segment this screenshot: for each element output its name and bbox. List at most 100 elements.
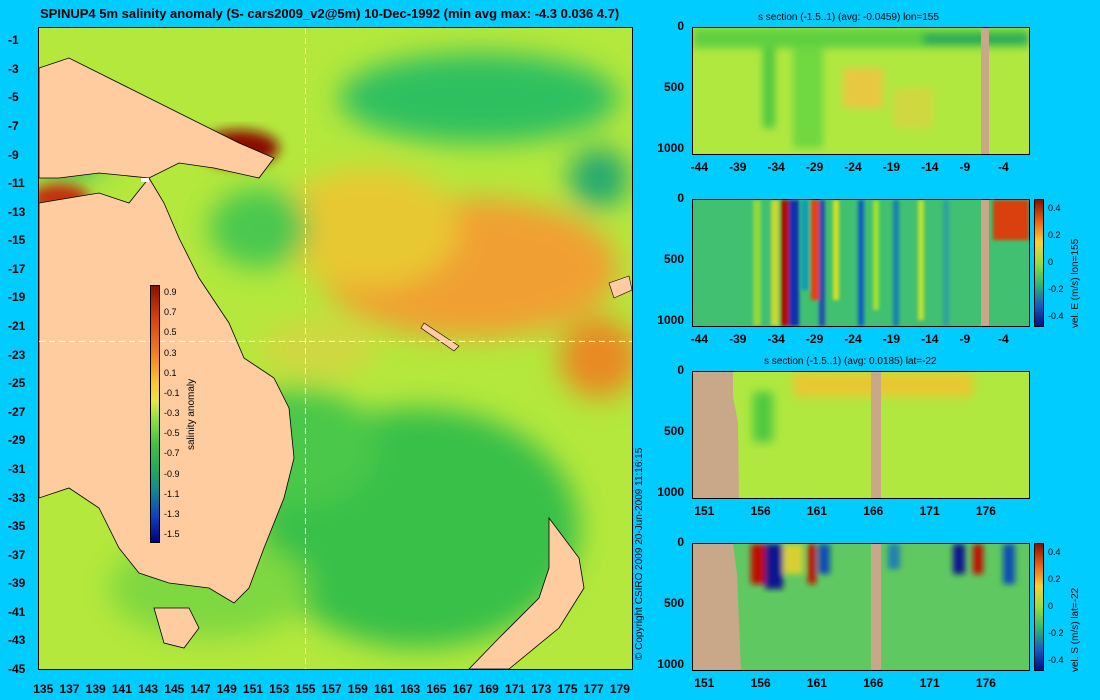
- panel2-x-tick: -14: [921, 332, 939, 346]
- map-colorbar-tick: -1.5: [164, 529, 180, 539]
- map-y-tick-label: -13: [8, 204, 26, 219]
- map-x-tick-label: 141: [111, 682, 132, 696]
- panel2-colorbar-tick: 0.4: [1048, 203, 1061, 213]
- salinity-map: [38, 27, 633, 670]
- panel4-x-tick: 156: [750, 676, 771, 690]
- panel2-x-tick: -19: [882, 332, 901, 346]
- map-y-tick-label: -11: [8, 176, 25, 191]
- panel3-x-tick: 166: [863, 504, 884, 518]
- map-x-tick-label: 151: [242, 682, 263, 696]
- map-y-tick-label: -43: [8, 633, 26, 648]
- map-x-tick-label: 139: [85, 682, 106, 696]
- panel1-x-tick: -4: [997, 160, 1009, 174]
- map-x-tick-label: 161: [373, 682, 395, 696]
- map-colorbar-tick: -0.7: [164, 448, 180, 459]
- map-y-tick-label: -7: [8, 119, 19, 134]
- map-y-tick-label: -27: [8, 404, 26, 419]
- panel4-x-tick: 151: [694, 676, 715, 690]
- section-panel-1-graphic: [693, 28, 1029, 154]
- panel3-x-tick: 156: [750, 504, 771, 518]
- map-colorbar: [150, 285, 160, 543]
- panel2-colorbar-tick: 0: [1048, 257, 1054, 267]
- map-y-tick-label: -25: [8, 376, 26, 391]
- section-panel-4-graphic: [693, 544, 1029, 670]
- map-colorbar-tick: 0.3: [164, 347, 177, 358]
- map-x-tick-label: 159: [347, 682, 368, 696]
- section-panel-3: [692, 371, 1030, 499]
- map-y-tick-label: -5: [8, 90, 19, 105]
- map-x-tick-label: 167: [452, 682, 473, 696]
- map-y-tick-label: -19: [8, 290, 26, 305]
- map-x-tick-label: 169: [478, 682, 499, 696]
- map-y-tick-label: -9: [8, 147, 19, 162]
- map-y-tick-label: -39: [8, 576, 26, 591]
- panel4-colorbar-label: vel. S (m/s) lat=-22: [1070, 587, 1081, 672]
- map-colorbar-tick: 0.5: [164, 327, 177, 338]
- panel1-y-tick: 0: [677, 19, 684, 33]
- panel4-colorbar-tick: 0: [1048, 601, 1054, 611]
- map-y-tick-label: -15: [8, 233, 26, 248]
- map-y-tick-label: -31: [8, 461, 26, 476]
- panel2-x-tick: -24: [844, 332, 862, 346]
- copyright-note: © Copyright CSIRO 2009 20-Jun-2009 11:16…: [634, 447, 645, 660]
- panel4-x-tick: 166: [863, 676, 884, 690]
- panel4-x-tick: 161: [806, 676, 827, 690]
- panel4-x-tick: 171: [919, 676, 940, 690]
- panel4-y-tick: 0: [677, 535, 684, 549]
- panel1-y-tick: 1000: [657, 140, 684, 155]
- panel1-y-tick: 500: [663, 79, 684, 94]
- map-colorbar-tick: 0.9: [164, 287, 177, 297]
- map-x-tick-label: 143: [138, 682, 159, 696]
- map-y-tick-label: -17: [8, 261, 26, 276]
- panel2-y-tick: 1000: [657, 312, 684, 327]
- map-y-tick-label: -37: [8, 547, 26, 562]
- map-x-tick-label: 153: [269, 682, 290, 696]
- map-colorbar-tick: -1.3: [164, 508, 180, 519]
- map-colorbar-tick: -0.1: [164, 387, 180, 398]
- map-colorbar-tick: -0.3: [164, 408, 180, 418]
- section-panel-1: [692, 27, 1030, 155]
- panel3-y-tick: 0: [677, 363, 684, 377]
- section-panel-4: [692, 543, 1030, 671]
- panel1-x-tick: -29: [805, 160, 824, 174]
- map-y-tick-label: -45: [8, 662, 26, 676]
- map-x-tick-label: 149: [216, 682, 237, 696]
- map-y-tick-label: -29: [8, 433, 26, 448]
- panel3-y-tick: 500: [663, 423, 684, 438]
- panel4-y-tick: 1000: [657, 656, 684, 671]
- panel3-x-tick: 171: [919, 504, 940, 518]
- map-x-tick-label: 171: [505, 682, 526, 696]
- panel4-colorbar-tick: 0.2: [1048, 574, 1061, 584]
- panel2-colorbar-tick: -0.4: [1048, 311, 1064, 321]
- panel2-x-tick: -39: [729, 332, 747, 346]
- panel2-colorbar-tick: -0.2: [1048, 284, 1064, 294]
- panel4-colorbar-tick: -0.2: [1048, 628, 1064, 638]
- panel2-colorbar: [1034, 199, 1044, 327]
- panel4-colorbar: [1034, 543, 1044, 671]
- map-x-tick-label: 165: [426, 682, 447, 696]
- map-x-tick-label: 163: [400, 682, 421, 696]
- section-panel-3-graphic: [693, 372, 1029, 498]
- panel1-x-tick: -39: [729, 160, 747, 174]
- panel3-y-tick: 1000: [657, 484, 684, 499]
- panel2-colorbar-tick: 0.2: [1048, 230, 1061, 240]
- map-y-tick-label: -3: [8, 61, 19, 76]
- map-colorbar-tick: -0.5: [164, 428, 180, 439]
- panel1-x-tick: -19: [882, 160, 901, 174]
- map-x-tick-label: 155: [295, 682, 316, 696]
- section-panel-2-graphic: [693, 200, 1029, 326]
- panel3-x-tick: 151: [694, 504, 715, 518]
- map-x-tick-label: 177: [583, 682, 604, 696]
- map-y-tick-label: -23: [8, 347, 26, 362]
- map-x-tick-label: 135: [33, 682, 54, 696]
- panel3-x-tick: 161: [806, 504, 827, 518]
- map-x-tick-label: 179: [609, 682, 630, 696]
- map-x-tick-label: 137: [59, 682, 80, 696]
- panel1-title: s section (-1.5..1) (avg: -0.0459) lon=1…: [758, 12, 939, 23]
- map-y-tick-label: -33: [8, 490, 26, 505]
- panel3-x-tick: 176: [975, 504, 996, 518]
- panel2-colorbar-label: vel. E (m/s) lon=155: [1070, 238, 1081, 328]
- panel2-y-tick: 0: [677, 191, 684, 205]
- panel1-x-tick: -14: [921, 160, 939, 174]
- main-title: SPINUP4 5m salinity anomaly (S- cars2009…: [40, 6, 620, 21]
